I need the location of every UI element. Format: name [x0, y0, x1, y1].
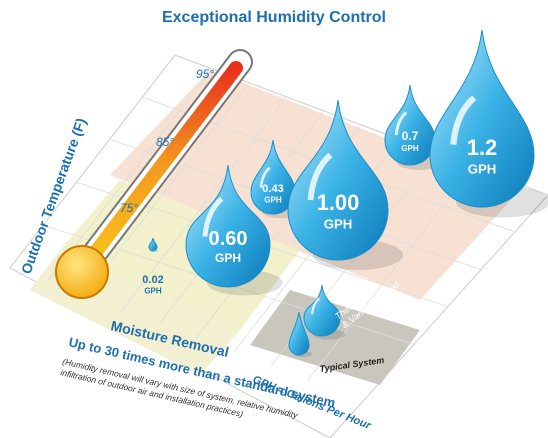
drop-unit: GPH [401, 144, 419, 153]
drop-value: 0.7 [402, 129, 419, 143]
drop-unit: GPH [324, 217, 353, 232]
title: Exceptional Humidity Control [162, 9, 386, 26]
drop-value: 0.02 [142, 274, 163, 286]
infographic: Exceptional Humidity Control Outdoor Tem… [0, 0, 548, 438]
temp-label: 75° [120, 201, 138, 215]
drop-value: 1.2 [467, 135, 498, 160]
drop-unit: GPH [144, 286, 162, 295]
drop-value: 1.00 [317, 190, 360, 215]
droplet [430, 30, 534, 207]
drop-value: 0.60 [209, 228, 248, 250]
temp-label: 95° [196, 67, 214, 81]
drop-unit: GPH [215, 251, 241, 265]
temp-label: 85° [156, 135, 174, 149]
droplet [385, 85, 435, 165]
drop-value: 0.43 [262, 183, 283, 195]
drop-unit: GPH [264, 195, 282, 204]
drop-unit: GPH [468, 162, 497, 177]
